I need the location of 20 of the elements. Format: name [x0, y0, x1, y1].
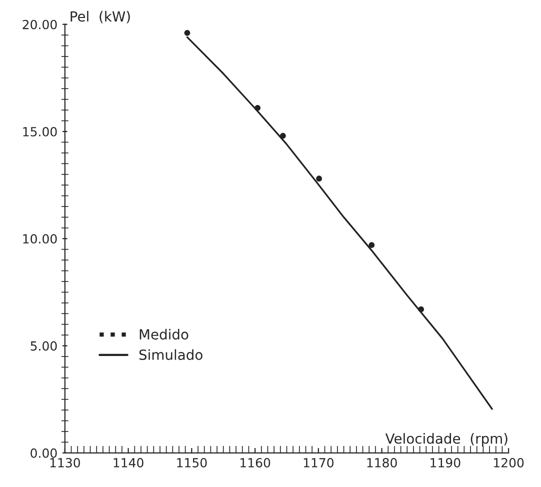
- x-tick-label: 1180: [367, 458, 397, 468]
- x-tick-label: 1200: [494, 458, 524, 468]
- x-tick-label: 1170: [304, 458, 334, 468]
- point: [184, 30, 190, 36]
- x-tick-label: 1130: [50, 458, 80, 468]
- x-tick-label: 1140: [114, 458, 144, 468]
- y-tick-label: 0.00: [30, 448, 57, 458]
- y-axis-title: Pel (kW): [70, 10, 130, 24]
- x-tick-label: 1190: [430, 458, 460, 468]
- y-tick-label: 20.00: [22, 20, 57, 30]
- legend-label: Simulado: [139, 349, 202, 360]
- x-tick-label: 1150: [177, 458, 207, 468]
- x-tick-label: 1160: [240, 458, 270, 468]
- x-axis-title: Velocidade (rpm): [385, 433, 508, 446]
- y-tick-label: 10.00: [23, 234, 57, 244]
- y-tick-label: 15.00: [23, 126, 57, 136]
- y-tick-label: 5.00: [30, 341, 57, 351]
- legend-label: Medido: [140, 328, 188, 340]
- point: [316, 176, 322, 182]
- point: [368, 242, 375, 248]
